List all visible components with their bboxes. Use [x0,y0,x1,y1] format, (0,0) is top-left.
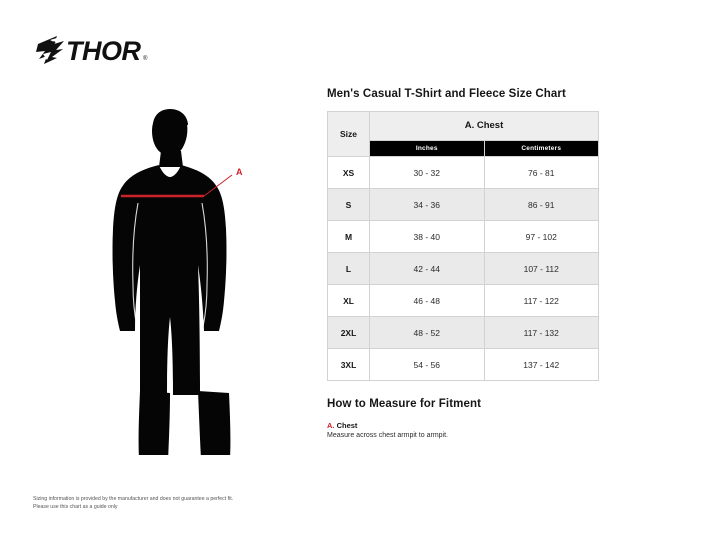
cell-centimeters: 117 - 122 [483,284,599,317]
measure-entry-name: Chest [336,421,358,430]
column-header-size: Size [327,111,370,157]
footer-disclaimer: Sizing information is provided by the ma… [33,495,333,512]
table-row: M 38 - 40 97 - 102 [327,220,599,253]
cell-size: 3XL [327,348,370,381]
cell-centimeters: 76 - 81 [483,156,599,189]
thor-bird-bolt-icon [36,36,64,64]
cell-inches: 46 - 48 [369,284,485,317]
cell-size: L [327,252,370,285]
cell-size: 2XL [327,316,370,349]
table-row: XS 30 - 32 76 - 81 [327,156,599,189]
cell-inches: 38 - 40 [369,220,485,253]
column-header-centimeters: Centimeters [483,139,599,158]
measure-entry-label: A. Chest [327,421,599,430]
column-header-inches: Inches [369,139,485,158]
table-row: 3XL 54 - 56 137 - 142 [327,348,599,381]
how-to-measure-title: How to Measure for Fitment [327,398,482,410]
cell-centimeters: 107 - 112 [483,252,599,285]
male-torso-silhouette-icon [112,109,231,455]
table-row: 2XL 48 - 52 117 - 132 [327,316,599,349]
table-row: S 34 - 36 86 - 91 [327,188,599,221]
cell-inches: 42 - 44 [369,252,485,285]
disclaimer-line-1: Sizing information is provided by the ma… [33,495,234,502]
size-chart-table: Size A. Chest Inches Centimeters XS 30 -… [327,111,599,381]
cell-centimeters: 137 - 142 [483,348,599,381]
size-chart-panel: Men's Casual T-Shirt and Fleece Size Cha… [327,88,599,439]
cell-size: XL [327,284,370,317]
cell-size: M [327,220,370,253]
svg-text:THOR: THOR [66,36,141,66]
page-title: Men's Casual T-Shirt and Fleece Size Cha… [327,88,566,100]
cell-centimeters: 86 - 91 [483,188,599,221]
cell-size: S [327,188,370,221]
cell-inches: 54 - 56 [369,348,485,381]
table-row: L 42 - 44 107 - 112 [327,252,599,285]
measurement-figure: A [95,95,270,455]
cell-centimeters: 117 - 132 [483,316,599,349]
measure-entry-chest: A. Chest Measure across chest armpit to … [327,421,599,439]
arm-highlight [132,202,208,328]
cell-inches: 34 - 36 [369,188,485,221]
cell-centimeters: 97 - 102 [483,220,599,253]
table-head: Size A. Chest Inches Centimeters [327,111,599,158]
how-to-measure-section: How to Measure for Fitment A. Chest Meas… [327,398,599,439]
table-body: XS 30 - 32 76 - 81 S 34 - 36 86 - 91 M 3… [327,156,599,381]
table-row: XL 46 - 48 117 - 122 [327,284,599,317]
brand-logo: THOR ® [30,30,150,74]
disclaimer-line-2: Please use this chart as a guide only [33,504,118,511]
svg-text:®: ® [143,55,148,62]
measure-entry-letter: A. [327,421,335,430]
measure-entry-description: Measure across chest armpit to armpit. [327,432,448,439]
chest-measure-line-icon [121,174,233,198]
thor-wordmark: THOR [66,36,142,66]
column-header-chest-group: A. Chest [369,111,599,141]
measure-marker-label: A [236,167,243,177]
cell-size: XS [327,156,370,189]
cell-inches: 48 - 52 [369,316,485,349]
cell-inches: 30 - 32 [369,156,485,189]
